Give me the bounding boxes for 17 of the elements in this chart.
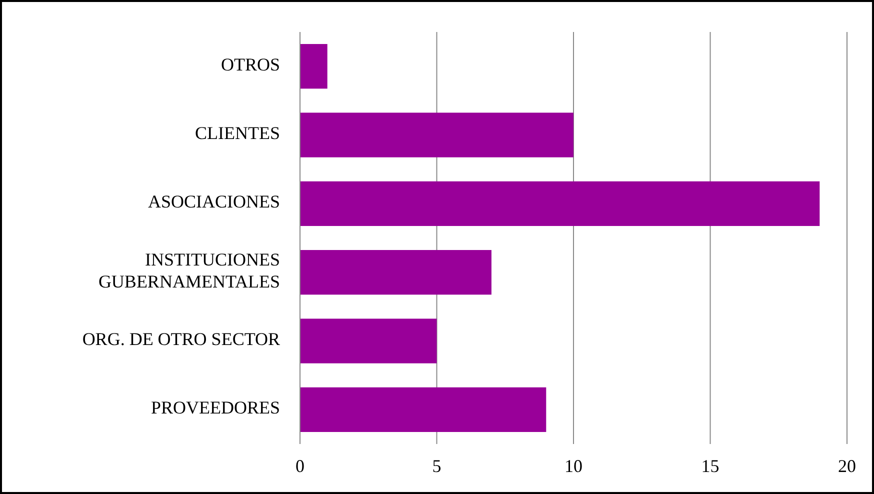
y-tick-label: CLIENTES <box>195 123 280 144</box>
x-tick-label: 5 <box>432 456 442 476</box>
bar <box>300 181 820 226</box>
y-tick-label: INSTITUCIONES GUBERNAMENTALES <box>98 249 280 292</box>
bar <box>300 387 546 432</box>
x-tick-label: 20 <box>838 456 856 476</box>
bar <box>300 44 328 89</box>
x-tick-label: 15 <box>701 456 720 476</box>
bar <box>300 318 437 364</box>
y-tick-label: ASOCIACIONES <box>148 192 280 212</box>
y-tick-label: OTROS <box>220 54 280 74</box>
x-tick-label: 10 <box>564 456 582 476</box>
y-tick-label: ORG. DE OTRO SECTOR <box>82 329 280 350</box>
bar <box>300 112 574 158</box>
y-tick-label: PROVEEDORES <box>150 398 280 418</box>
x-tick-label: 0 <box>296 456 304 476</box>
bar <box>300 250 492 295</box>
